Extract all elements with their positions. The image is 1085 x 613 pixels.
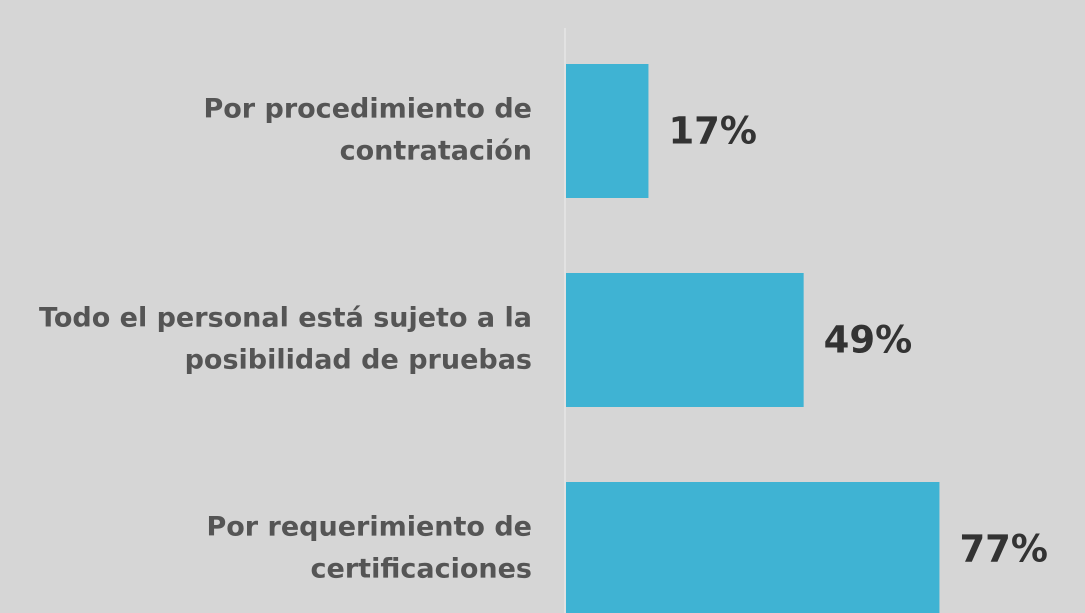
bar — [566, 273, 804, 407]
category-label: Por procedimiento de — [203, 94, 532, 125]
value-label: 49% — [824, 319, 913, 362]
category-label: Por requerimiento de — [206, 512, 532, 543]
bar — [566, 64, 649, 198]
category-label: Todo el personal está sujeto a la — [39, 303, 532, 334]
bar — [566, 482, 940, 613]
category-label: certificaciones — [311, 554, 532, 585]
value-label: 17% — [668, 110, 757, 153]
value-label: 77% — [959, 528, 1048, 571]
category-label: contratación — [340, 136, 532, 167]
category-label: posibilidad de pruebas — [185, 345, 532, 376]
